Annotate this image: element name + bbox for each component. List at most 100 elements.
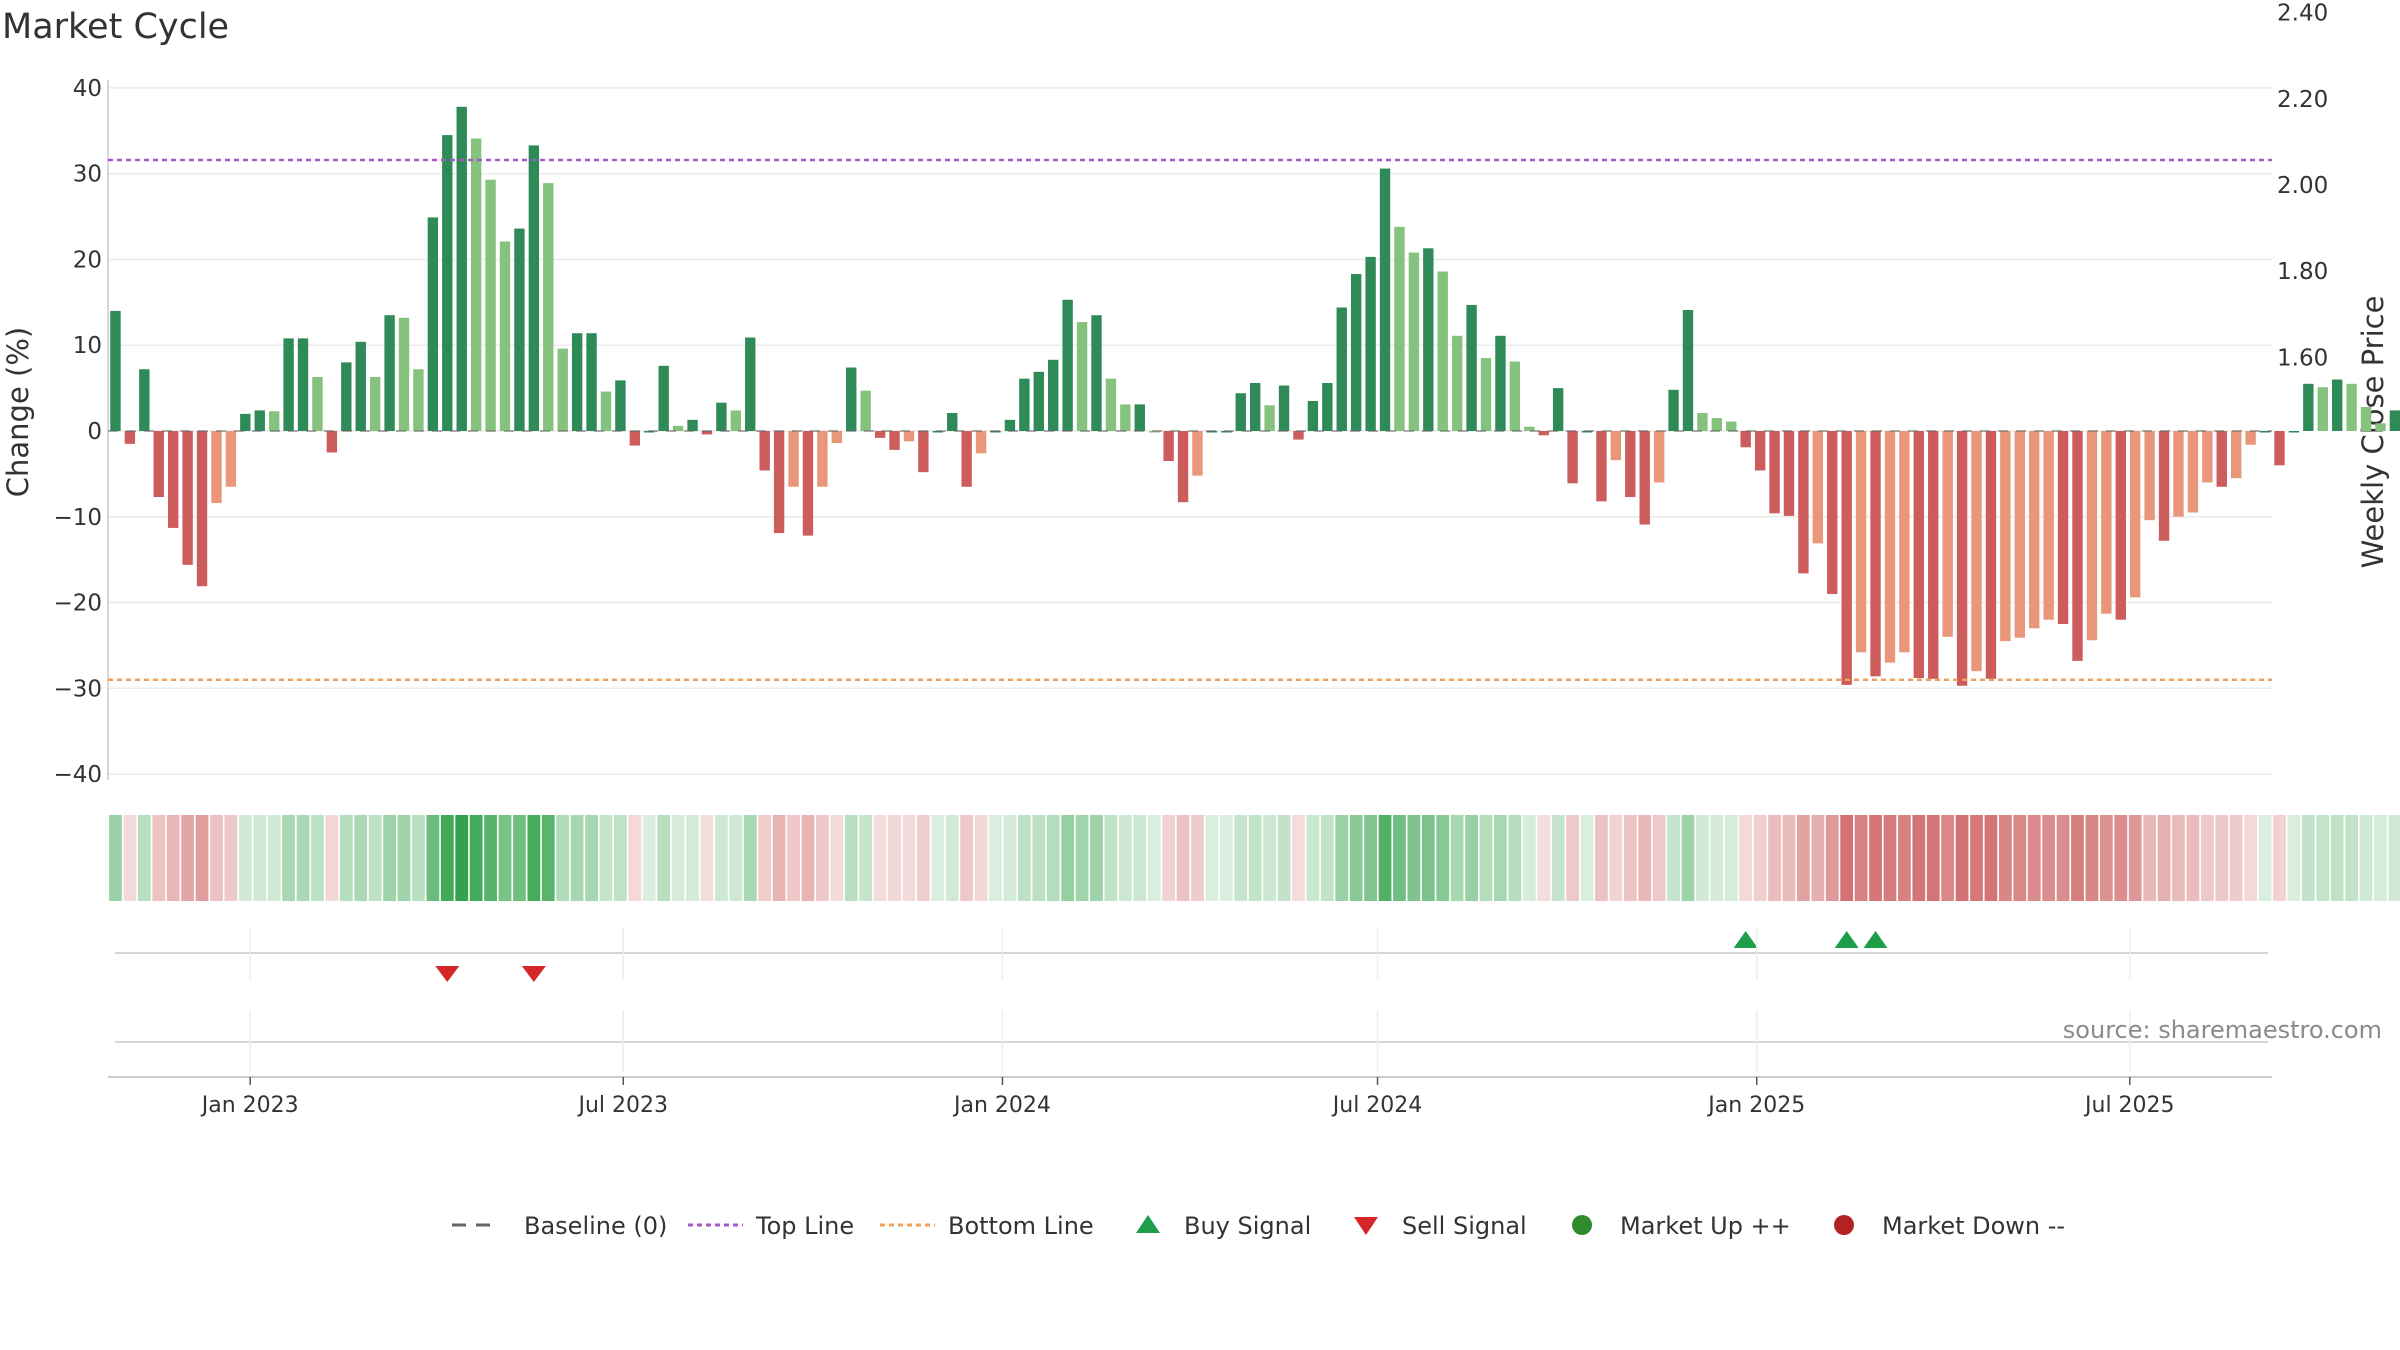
left-tick-label: 0 [87,419,102,445]
change-bar [1827,431,1838,594]
heat-cell [1364,815,1377,901]
change-bar [1322,382,1333,431]
change-bar [2000,431,2011,642]
heat-cell [801,815,815,901]
heat-cell [2027,815,2041,901]
heat-cell [1046,815,1060,901]
heat-cell [1378,815,1392,901]
change-bar [2115,431,2126,620]
change-bar [2360,406,2372,431]
heat-cell [224,815,238,901]
change-bars [110,106,2400,686]
heat-cell [556,815,570,901]
heat-cell [1393,815,1406,901]
change-bar [1437,271,1448,431]
legend-swatch [1834,1215,1854,1235]
heat-cell [931,815,945,901]
heat-cell [2316,815,2330,901]
change-bar [2274,431,2285,466]
heat-cell [1609,815,1623,901]
change-bar [2245,431,2256,445]
change-bar [658,365,669,431]
change-bar [1697,412,1708,431]
heat-cell [1277,815,1291,901]
market-panel [108,1041,2272,1078]
heat-cell [787,815,800,901]
change-bar [1754,431,1766,471]
heat-cell [2099,815,2113,901]
heat-cell [1566,815,1579,901]
heat-cell [1897,815,1911,901]
heat-cell [1825,815,1839,901]
change-bar [1192,431,1203,476]
change-bar [1466,304,1477,431]
sell-signal-marker [435,966,460,982]
heat-cell [974,815,988,901]
x-tick-label: Jan 2023 [200,1093,299,1118]
heat-cell [2143,815,2157,901]
heat-cell [311,815,324,901]
heat-cell [1335,815,1349,901]
heat-cell [1551,815,1565,901]
heat-cell [614,815,627,901]
change-bar [225,431,237,487]
change-bar [211,431,222,504]
heat-cell [2085,815,2099,901]
heat-cell [628,815,642,901]
change-bar [283,338,294,431]
heat-cell [339,815,353,901]
change-bar [586,333,597,431]
change-bar [773,431,785,534]
heat-cell [1595,815,1608,901]
heat-cell [1580,815,1594,901]
heat-cell [960,815,974,901]
heat-cell [296,815,310,901]
heat-cell [2345,815,2359,901]
heat-cell [137,815,151,901]
change-bar [254,410,265,431]
change-bar [470,138,482,432]
change-bar [1076,322,1088,431]
heat-cell [2128,815,2142,901]
heat-cell [686,815,699,901]
change-bar [701,431,713,435]
change-bar [1394,226,1405,431]
change-bar [341,362,352,431]
change-bar [2389,410,2400,431]
legend-label: Top Line [755,1212,854,1240]
legend: Baseline (0) Top Line Bottom Line Buy Signa… [452,1212,2065,1240]
heat-cell [267,815,281,901]
x-tick-label: Jan 2024 [952,1093,1051,1118]
change-bar [1509,361,1521,431]
legend-item: Market Down -- [1834,1212,2065,1240]
heat-cell [1032,815,1046,901]
heat-cell [2186,815,2200,901]
heat-cell [195,815,209,901]
heat-cell [1753,815,1767,901]
change-bar [1379,168,1391,431]
change-bar [687,419,698,431]
right-y-axis: 3.002.802.602.402.202.001.801.60 [2277,1,2328,372]
heat-cell [1955,815,1969,901]
heat-cell [815,815,829,901]
change-bar [1293,431,1304,440]
heat-cell [1797,815,1810,901]
change-bar [153,431,164,498]
legend-item: Top Line [688,1212,854,1240]
change-bar [1177,431,1189,503]
change-bar [1870,431,1881,677]
change-bar [485,179,496,431]
change-bar [1726,421,1737,431]
change-bar [1913,431,1925,679]
change-bar [1033,371,1044,431]
change-bar [1004,419,1016,431]
heat-cell [1248,815,1262,901]
change-bar [1899,431,1910,653]
change-bar [1495,335,1506,431]
change-bar [2317,387,2328,431]
heat-cell [671,815,685,901]
right-tick-label: 2.40 [2277,1,2328,27]
heat-cell [2388,815,2400,901]
heat-cell [1465,815,1478,901]
x-axis-ticks: Jan 2023 Jul 2023 Jan 2024 Jul 2024 Jan 2025… [200,1077,2175,1118]
